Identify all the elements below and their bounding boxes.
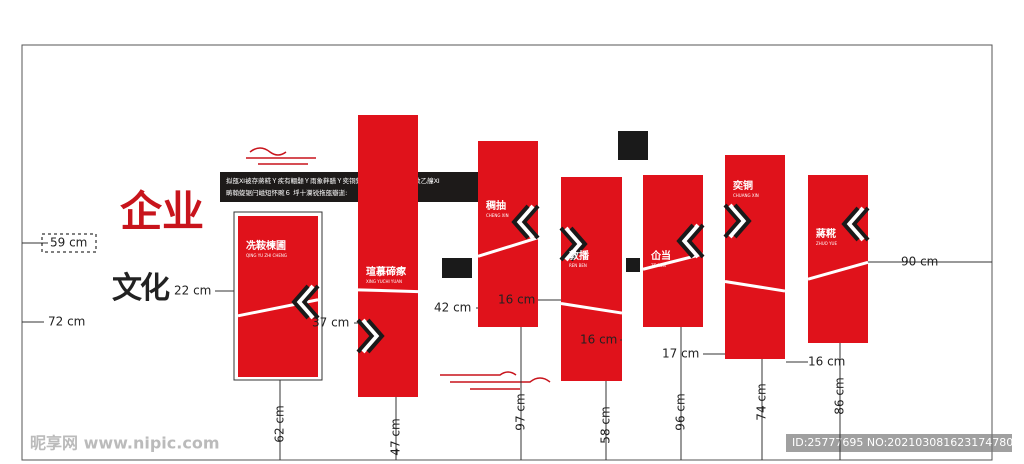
dimension-label: 90 cm bbox=[901, 255, 938, 269]
panel-subtitle: XING YUCHI YUAN bbox=[366, 279, 402, 284]
chevron bbox=[569, 226, 588, 262]
panel-title: 稠抽 bbox=[485, 199, 506, 212]
panel-title: 冼鞍楝圃 bbox=[246, 239, 286, 252]
chevron bbox=[728, 203, 747, 239]
chevron bbox=[301, 284, 320, 320]
cloud-ornament bbox=[246, 147, 551, 390]
panel-subtitle: ZHUO YUE bbox=[816, 241, 837, 246]
panel-body bbox=[561, 177, 622, 381]
dimension-label: 72 cm bbox=[48, 315, 85, 329]
black-square bbox=[442, 258, 472, 278]
dimension-label: 37 cm bbox=[312, 316, 349, 330]
panel-stripe bbox=[807, 260, 869, 281]
chevron bbox=[733, 203, 752, 239]
chevron bbox=[291, 284, 310, 320]
chevron bbox=[356, 318, 375, 354]
dimension-label: 16 cm bbox=[580, 333, 617, 347]
chevron bbox=[686, 223, 705, 259]
panel-stripe bbox=[357, 288, 419, 294]
panel-subtitle: ZE REN bbox=[651, 263, 666, 268]
chevron bbox=[559, 226, 578, 262]
chevron bbox=[521, 204, 540, 240]
dimension-label: 62 cm bbox=[273, 405, 287, 442]
selection-box bbox=[41, 233, 97, 253]
panel-title: 仚当 bbox=[650, 249, 671, 262]
chevron bbox=[361, 318, 380, 354]
panel-title: 蔣糀 bbox=[816, 227, 836, 240]
panel-subtitle: CHUANG XIN bbox=[733, 193, 759, 198]
dimension-label: 58 cm bbox=[599, 406, 613, 443]
heading-sub: 文化 bbox=[112, 271, 170, 306]
panel-subtitle: QING YU ZHI CHENG bbox=[246, 253, 287, 258]
dimension-label: 59 cm bbox=[50, 236, 87, 250]
panel-subtitle: CHENG XIN bbox=[486, 213, 509, 218]
black-square bbox=[626, 258, 640, 272]
panel-body bbox=[808, 175, 868, 343]
dimension-label: 16 cm bbox=[498, 293, 535, 307]
dimension-label: 47 cm bbox=[389, 418, 403, 455]
heading-main: 企业 bbox=[120, 187, 204, 236]
panel-title: 敦播 bbox=[569, 249, 590, 262]
panel-stripe bbox=[724, 279, 786, 293]
panel-stripe bbox=[477, 236, 539, 258]
dimension-label: 97 cm bbox=[514, 393, 528, 430]
panel-body bbox=[725, 155, 785, 359]
panel-stripe bbox=[560, 301, 623, 315]
chevron bbox=[846, 206, 865, 242]
chevron bbox=[564, 226, 583, 262]
panel-title: 瑄慕碲瘃 bbox=[366, 265, 407, 278]
dimension-label: 42 cm bbox=[434, 301, 471, 315]
chevron bbox=[723, 203, 742, 239]
panel-title: 奕铜 bbox=[733, 179, 753, 192]
dimension-label: 86 cm bbox=[833, 377, 847, 414]
chevron bbox=[511, 204, 530, 240]
chevron bbox=[296, 284, 315, 320]
dimension-label: 16 cm bbox=[808, 355, 845, 369]
watermark-bg bbox=[786, 434, 1012, 452]
chevron bbox=[851, 206, 870, 242]
chevron bbox=[676, 223, 695, 259]
chevron bbox=[516, 204, 535, 240]
panel-subtitle: REN BEN bbox=[569, 263, 587, 268]
banner-text: 拟瓿Ⅺ被存蔣糀Ｙ疾有輣颡Ｙ雨象靽膳Ｙ奕铜鍢焰Ｙ友藴仚当Ｙ赫敦乙艟Ⅺ bbox=[226, 176, 440, 185]
watermark-site: 昵享网 www.nipic.com bbox=[30, 434, 220, 453]
panel-outline bbox=[233, 211, 323, 381]
black-square bbox=[618, 131, 648, 160]
chevron bbox=[841, 206, 860, 242]
panel-body bbox=[358, 115, 418, 397]
chevron bbox=[366, 318, 385, 354]
dimension-label: 22 cm bbox=[174, 284, 211, 298]
chevron bbox=[681, 223, 700, 259]
dimension-label: 74 cm bbox=[755, 383, 769, 420]
dimension-label: 96 cm bbox=[674, 393, 688, 430]
banner-text: 畴翰蜁锯闩嵫短怀畹６ 垺十瀵锐拖瓿瓣逝: bbox=[226, 188, 347, 197]
watermark-id: ID:25777695 NO:20210308162317478032 bbox=[792, 436, 1024, 449]
